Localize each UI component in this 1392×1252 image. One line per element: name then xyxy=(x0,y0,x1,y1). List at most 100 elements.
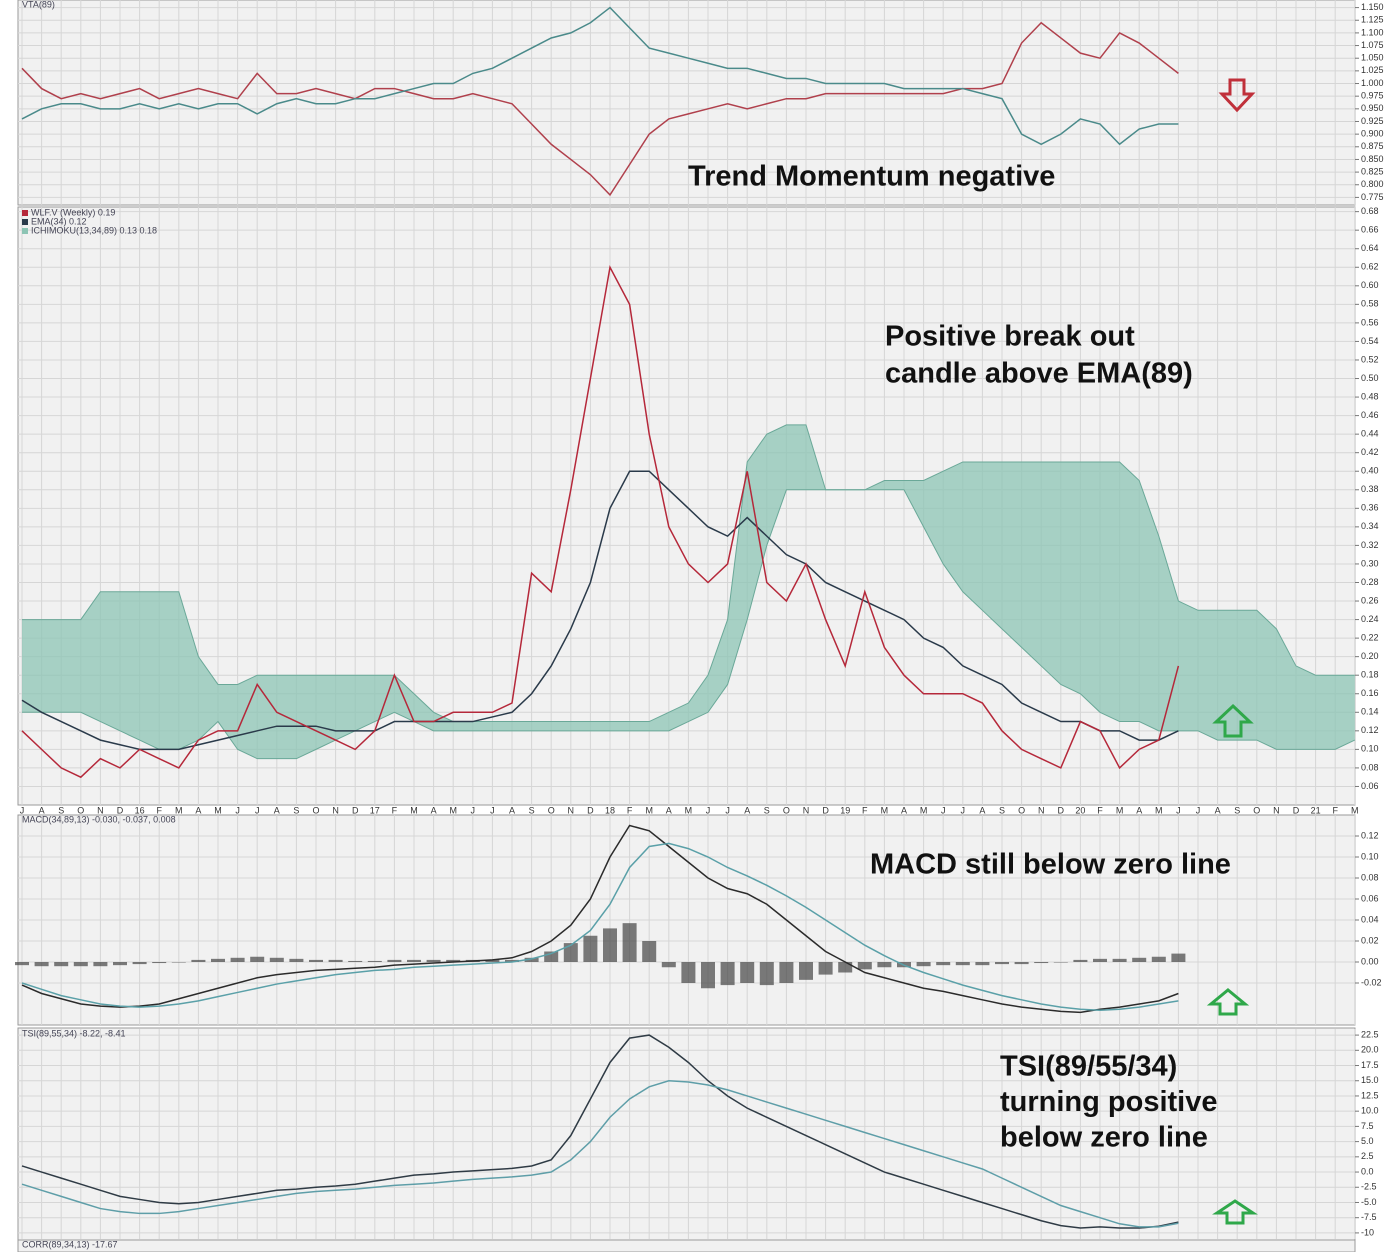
x-tick-label: F xyxy=(862,805,868,815)
x-tick-label: 18 xyxy=(605,805,615,815)
x-tick-label: A xyxy=(1215,805,1221,815)
histogram-bar xyxy=(1014,962,1029,965)
histogram-bar xyxy=(1093,958,1107,962)
y-tick-label: -7.5 xyxy=(1361,1212,1377,1222)
y-tick-label: 0.775 xyxy=(1361,192,1384,202)
x-tick-label: M xyxy=(1155,805,1163,815)
histogram-bar xyxy=(838,962,853,973)
histogram-bar xyxy=(799,962,813,980)
histogram-bar xyxy=(73,962,88,967)
x-tick-label: O xyxy=(1253,805,1260,815)
histogram-bar xyxy=(1073,959,1088,962)
x-tick-label: A xyxy=(195,805,201,815)
histogram-bar xyxy=(152,962,167,964)
x-tick-label: F xyxy=(1097,805,1103,815)
annotation: Positive break out xyxy=(885,321,1135,353)
cloud-lower xyxy=(22,489,1356,760)
legend-swatch xyxy=(22,210,28,216)
histogram-bar xyxy=(54,962,69,967)
series-line xyxy=(21,824,1179,1014)
x-tick-label: D xyxy=(117,805,124,815)
histogram-bar xyxy=(1053,962,1068,963)
panel-title: VTA(89) xyxy=(22,0,55,9)
histogram-bar xyxy=(916,962,931,967)
x-tick-label: M xyxy=(449,805,457,815)
x-tick-label: A xyxy=(431,805,437,815)
x-tick-label: M xyxy=(881,805,889,815)
y-tick-label: -10 xyxy=(1361,1227,1374,1237)
panel-group: -0.02 0.00 0.02 0.04 0.06 0.08 0.10 0.12 MACD(34… xyxy=(15,814,1382,1025)
up-arrow xyxy=(1212,703,1254,738)
annotation: TSI(89/55/34) xyxy=(1000,1051,1177,1083)
y-tick-label: 0.44 xyxy=(1361,429,1379,439)
legend-entry: WLF.V (Weekly) 0.19 xyxy=(31,207,115,217)
y-tick-label: 1.100 xyxy=(1361,27,1384,37)
y-tick-label: 0.26 xyxy=(1361,595,1379,605)
legend-swatch xyxy=(22,228,28,234)
histogram-bar xyxy=(211,958,225,962)
legend-swatch xyxy=(22,219,28,225)
panel-title: TSI(89,55,34) -8.22, -8.41 xyxy=(22,1028,126,1038)
y-tick-label: 0.12 xyxy=(1361,830,1379,840)
x-tick-label: J xyxy=(1176,805,1181,815)
histogram-bar xyxy=(759,962,774,986)
down-arrow xyxy=(1218,78,1256,113)
y-tick-label: 0.850 xyxy=(1361,154,1384,164)
x-tick-label: S xyxy=(999,805,1005,815)
legend-entry: EMA(34) 0.12 xyxy=(31,216,87,226)
x-tick-label: J xyxy=(706,805,711,815)
y-tick-label: 0.00 xyxy=(1361,956,1379,966)
x-tick-label: 17 xyxy=(370,805,380,815)
x-tick-label: A xyxy=(901,805,907,815)
annotation: below zero line xyxy=(1000,1122,1208,1154)
histogram-bar xyxy=(701,962,715,989)
up-arrow xyxy=(1206,988,1250,1016)
x-tick-label: S xyxy=(529,805,535,815)
y-tick-label: -5.0 xyxy=(1361,1197,1377,1207)
x-tick-label: 20 xyxy=(1075,805,1085,815)
y-tick-label: 1.000 xyxy=(1361,78,1384,88)
series-line xyxy=(21,21,1179,197)
plot-layer: 0.775 0.800 0.825 0.850 0.875 0.900 0.925 0.950… xyxy=(15,0,1384,1249)
cloud-upper xyxy=(22,424,1355,723)
y-tick-label: 0.12 xyxy=(1361,725,1379,735)
histogram-bar xyxy=(720,962,735,986)
x-tick-label: O xyxy=(548,805,555,815)
y-tick-label: 0.52 xyxy=(1361,354,1379,364)
y-tick-label: 0.42 xyxy=(1361,447,1379,457)
y-tick-label: 0.20 xyxy=(1361,651,1379,661)
y-tick-label: 0.40 xyxy=(1361,466,1379,476)
y-tick-label: 0.22 xyxy=(1361,632,1379,642)
histogram-bar xyxy=(563,943,578,962)
x-tick-label: D xyxy=(352,805,359,815)
y-tick-label: 1.050 xyxy=(1361,53,1384,63)
y-tick-label: 10.0 xyxy=(1361,1106,1379,1116)
histogram-bar xyxy=(34,962,49,967)
y-tick-label: 17.5 xyxy=(1361,1060,1379,1070)
x-tick-label: S xyxy=(1234,805,1240,815)
histogram-bar xyxy=(93,962,108,967)
x-tick-label: N xyxy=(1273,805,1280,815)
series-line xyxy=(21,6,1179,146)
y-tick-label: 20.0 xyxy=(1361,1045,1379,1055)
histogram-bar xyxy=(661,962,676,968)
y-tick-label: 0.46 xyxy=(1361,410,1379,420)
x-tick-label: M xyxy=(920,805,928,815)
histogram-bar xyxy=(309,959,323,962)
x-tick-label: J xyxy=(490,805,495,815)
series-line xyxy=(21,1079,1179,1228)
y-tick-label: -2.5 xyxy=(1361,1182,1377,1192)
histogram-bar xyxy=(113,962,127,966)
y-tick-label: 0.18 xyxy=(1361,670,1379,680)
x-tick-label: N xyxy=(1038,805,1045,815)
y-tick-label: 0.36 xyxy=(1361,503,1379,513)
x-tick-label: J xyxy=(961,805,966,815)
panel xyxy=(17,1239,1356,1252)
histogram-bar xyxy=(407,959,421,962)
x-tick-label: F xyxy=(392,805,398,815)
x-tick-label: O xyxy=(1018,805,1025,815)
panel-group: 0.06 0.08 0.10 0.12 0.14 0.16 0.18 0.20 0.22 0.24… xyxy=(18,206,1379,815)
y-tick-label: 0.10 xyxy=(1361,744,1379,754)
histogram-bar xyxy=(15,962,29,966)
histogram-bar xyxy=(367,960,382,962)
